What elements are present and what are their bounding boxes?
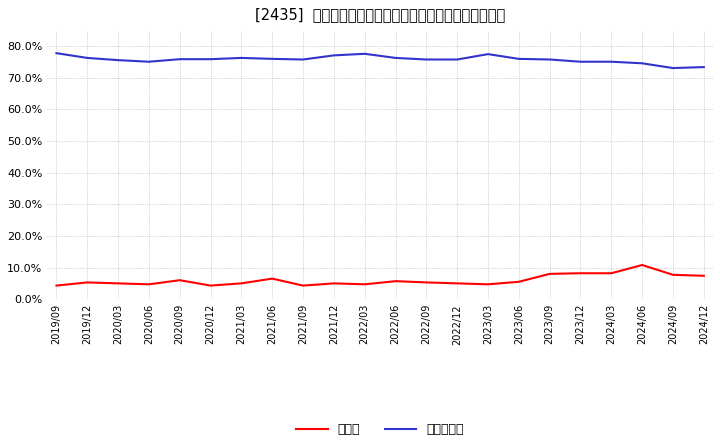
有利子負債 xyxy=(515,56,523,62)
Line: 有利子負債: 有利子負債 xyxy=(56,53,704,68)
有利子負債 xyxy=(669,66,678,71)
現須金 xyxy=(545,271,554,276)
現須金 xyxy=(268,276,276,281)
有利子負債 xyxy=(453,57,462,62)
現須金 xyxy=(391,279,400,284)
有利子負債 xyxy=(638,61,647,66)
有利子負債 xyxy=(268,56,276,62)
現須金 xyxy=(114,281,122,286)
現須金 xyxy=(83,280,91,285)
有利子負債 xyxy=(330,53,338,58)
有利子負債 xyxy=(206,57,215,62)
有利子負債 xyxy=(545,57,554,62)
有利子負債 xyxy=(237,55,246,61)
現須金 xyxy=(176,278,184,283)
現須金 xyxy=(206,283,215,288)
有利子負債 xyxy=(361,51,369,56)
有利子負債 xyxy=(484,51,492,57)
現須金 xyxy=(515,279,523,284)
Legend: 現須金, 有利子負債: 現須金, 有利子負債 xyxy=(292,418,469,440)
現須金 xyxy=(576,271,585,276)
有利子負債 xyxy=(299,57,307,62)
現須金 xyxy=(669,272,678,278)
現須金 xyxy=(607,271,616,276)
Line: 現須金: 現須金 xyxy=(56,265,704,286)
現須金 xyxy=(453,281,462,286)
有利子負債 xyxy=(176,57,184,62)
現須金 xyxy=(330,281,338,286)
有利子負債 xyxy=(422,57,431,62)
現須金 xyxy=(52,283,60,288)
現須金 xyxy=(145,282,153,287)
有利子負債 xyxy=(700,65,708,70)
現須金 xyxy=(638,262,647,268)
現須金 xyxy=(299,283,307,288)
有利子負債 xyxy=(576,59,585,64)
有利子負債 xyxy=(607,59,616,64)
現須金 xyxy=(422,280,431,285)
有利子負債 xyxy=(391,55,400,61)
Title: [2435]  現須金、有利子負債の総資産に対する比率の推移: [2435] 現須金、有利子負債の総資産に対する比率の推移 xyxy=(255,7,505,22)
現須金 xyxy=(484,282,492,287)
現須金 xyxy=(700,273,708,279)
有利子負債 xyxy=(145,59,153,64)
現須金 xyxy=(361,282,369,287)
有利子負債 xyxy=(114,58,122,63)
有利子負債 xyxy=(52,51,60,56)
有利子負債 xyxy=(83,55,91,61)
現須金 xyxy=(237,281,246,286)
